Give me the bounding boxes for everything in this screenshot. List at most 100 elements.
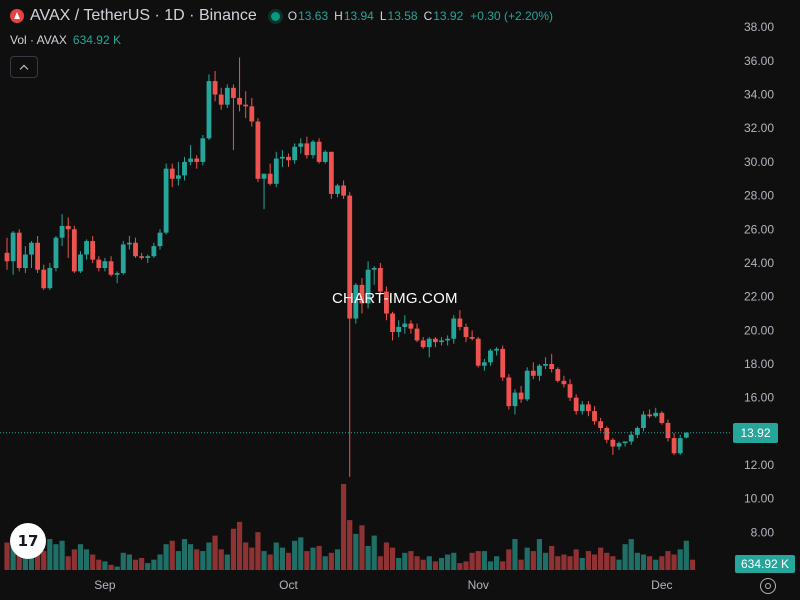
volume-bar	[255, 532, 261, 570]
volume-bar	[169, 540, 175, 570]
candle-body	[255, 121, 261, 179]
volume-bar	[634, 552, 640, 570]
volume-bar	[616, 559, 622, 570]
candle-body	[194, 158, 200, 162]
volume-bar	[200, 551, 206, 570]
candle-body	[475, 338, 481, 366]
candle-body	[175, 175, 181, 179]
volume-bar	[420, 559, 426, 570]
candle-body	[108, 261, 114, 275]
candle-body	[29, 242, 34, 255]
candle-body	[267, 173, 273, 184]
candle-body	[371, 268, 377, 270]
candle-body	[384, 291, 389, 314]
volume-bar	[4, 542, 10, 570]
candle-body	[439, 340, 444, 343]
volume-bar	[585, 551, 591, 570]
volume-bar	[71, 549, 77, 570]
volume-bar	[279, 547, 285, 570]
volume-bar	[53, 544, 59, 570]
volume-bar	[359, 525, 365, 570]
volume-bar	[47, 539, 53, 570]
candle-body	[549, 364, 555, 370]
volume-bar	[35, 545, 41, 570]
volume-bar	[120, 552, 126, 570]
y-tick-label: 24.00	[744, 256, 774, 270]
volume-bar	[347, 520, 353, 570]
volume-bar	[438, 557, 445, 570]
volume-bar	[555, 556, 561, 570]
volume-bar	[224, 554, 230, 570]
volume-bar	[506, 549, 512, 570]
candle-body	[402, 323, 408, 327]
volume-bar	[530, 551, 536, 570]
ohlc-values: O13.63 H13.94 L13.58 C13.92 +0.30 (+2.20…	[287, 9, 553, 23]
change-value: +0.30 (+2.20%)	[470, 9, 553, 23]
volume-bar	[518, 559, 524, 570]
volume-bar	[622, 544, 628, 570]
candle-body	[457, 318, 463, 327]
candle-body	[408, 323, 414, 329]
volume-bar	[10, 544, 16, 570]
candle-body	[396, 326, 402, 333]
volume-bar	[463, 561, 469, 570]
volume-bar	[573, 549, 579, 570]
y-tick-label: 16.00	[744, 391, 774, 405]
candle-body	[365, 269, 371, 304]
volume-bar	[665, 551, 671, 570]
volume-bar	[640, 554, 647, 570]
volume-bar	[267, 554, 273, 570]
tradingview-logo[interactable]: 17	[10, 523, 46, 559]
volume-bar	[77, 544, 84, 570]
y-tick-label: 30.00	[744, 155, 774, 169]
candle-body	[347, 195, 353, 319]
volume-bar	[132, 559, 139, 570]
collapse-legend-button[interactable]	[10, 56, 38, 78]
volume-bar	[451, 552, 457, 570]
last-volume-tag: 634.92 K	[735, 555, 795, 573]
last-price-tag: 13.92	[733, 423, 778, 443]
volume-bar	[114, 566, 120, 570]
candle-body	[500, 348, 506, 378]
volume-bar	[16, 545, 22, 570]
candle-body	[163, 168, 169, 233]
volume-bar	[236, 521, 243, 570]
candle-body	[653, 412, 659, 417]
volume-bar	[163, 544, 169, 570]
volume-bar	[145, 563, 151, 570]
candle-body	[671, 438, 677, 454]
volume-bar	[389, 547, 396, 570]
settings-icon[interactable]	[760, 578, 776, 594]
candle-body	[586, 404, 591, 412]
volume-bar	[218, 549, 224, 570]
candle-body	[567, 384, 573, 398]
candle-body	[78, 254, 83, 272]
candle-body	[433, 338, 438, 343]
candle-body	[579, 404, 585, 412]
candle-body	[604, 427, 610, 440]
candle-body	[169, 168, 175, 179]
y-tick-label: 38.00	[744, 20, 774, 34]
volume-bar	[683, 540, 689, 570]
volume-label: Vol · AVAX	[10, 33, 67, 47]
low-value: 13.58	[387, 9, 418, 23]
volume-value: 634.92 K	[72, 33, 121, 47]
volume-bar	[298, 537, 304, 570]
volume-bar	[628, 539, 634, 570]
candle-body	[212, 81, 218, 95]
candle-body	[420, 340, 426, 348]
y-tick-label: 22.00	[744, 290, 774, 304]
candle-body	[273, 158, 279, 184]
symbol-title[interactable]: AVAX / TetherUS · 1D · Binance	[30, 7, 257, 24]
candle-body	[206, 81, 212, 139]
candle-body	[71, 229, 77, 272]
volume-legend: Vol · AVAX 634.92 K	[10, 33, 121, 47]
candle-body	[518, 392, 524, 400]
candle-body	[616, 443, 622, 447]
candle-body	[377, 268, 383, 292]
candle-body	[261, 173, 267, 179]
candle-body	[647, 414, 652, 417]
candle-body	[335, 185, 340, 194]
candle-body	[683, 432, 689, 438]
